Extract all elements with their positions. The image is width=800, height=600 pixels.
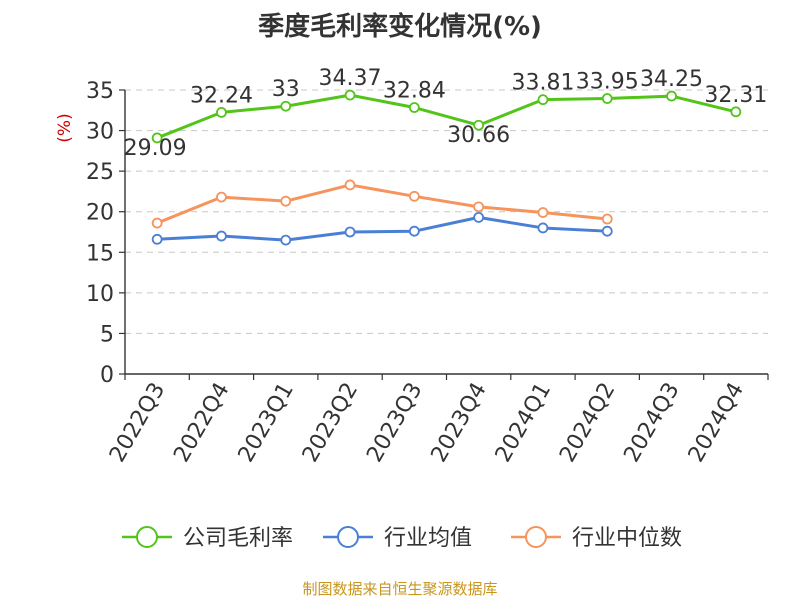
data-label: 30.66: [447, 123, 510, 148]
series-layer: [151, 89, 742, 246]
data-point: [730, 106, 742, 118]
data-label: 34.25: [640, 67, 703, 92]
legend-label: 公司毛利率: [183, 526, 293, 551]
y-tick-label: 0: [100, 363, 114, 388]
data-point: [601, 93, 613, 104]
data-label: 32.24: [190, 83, 253, 108]
data-point: [408, 102, 420, 113]
data-label: 29.09: [124, 136, 187, 161]
legend-label: 行业均值: [384, 526, 472, 551]
x-tick-label: 2023Q1: [234, 379, 299, 467]
x-tick-label: 2023Q2: [298, 379, 363, 467]
data-label: 33: [272, 77, 300, 102]
data-point: [601, 213, 613, 225]
x-tick-label: 2024Q1: [491, 379, 556, 467]
data-point: [216, 106, 227, 118]
y-tick-label: 15: [86, 241, 114, 266]
x-tick-label: 2022Q4: [169, 379, 234, 467]
series-line-3: [156, 183, 608, 225]
data-point: [216, 191, 227, 203]
data-point: [666, 90, 677, 102]
data-point: [408, 190, 420, 202]
y-tick-label: 10: [86, 282, 114, 307]
data-point: [151, 233, 163, 245]
x-tick-label: 2022Q3: [105, 379, 170, 467]
data-point: [280, 100, 292, 112]
y-tick-label: 35: [86, 79, 114, 104]
x-tick-label: 2023Q3: [362, 379, 427, 467]
x-tick-label: 2024Q3: [619, 379, 684, 467]
data-point: [473, 201, 485, 213]
data-label: 33.95: [576, 70, 639, 95]
data-point: [216, 230, 227, 242]
data-point: [344, 179, 356, 191]
grid-layer: [125, 89, 768, 334]
y-tick-label: 30: [86, 120, 114, 145]
data-label: 32.84: [383, 79, 446, 104]
x-tick-label: 2024Q4: [684, 379, 749, 467]
data-point: [601, 225, 613, 237]
data-label: 34.37: [319, 66, 382, 91]
x-tick-label: 2023Q4: [427, 379, 492, 467]
y-tick-label: 25: [86, 160, 114, 185]
chart-title: 季度毛利率变化情况(%): [258, 12, 542, 42]
y-tick-label: 5: [100, 322, 114, 347]
data-point: [408, 225, 420, 237]
data-point: [151, 132, 163, 144]
data-label: 32.31: [704, 83, 767, 108]
legend-label: 行业中位数: [572, 526, 682, 551]
legend-marker: [337, 526, 359, 548]
series-line-2: [157, 215, 608, 242]
data-point: [344, 226, 356, 238]
data-label: 33.81: [511, 71, 574, 96]
data-point: [473, 119, 485, 131]
data-point: [537, 94, 549, 106]
data-point: [280, 195, 292, 207]
y-tick-label: 20: [86, 201, 114, 226]
data-point: [280, 234, 292, 246]
legend-marker: [525, 526, 547, 548]
data-point: [151, 217, 163, 229]
series-line-1: [156, 93, 737, 140]
data-point: [537, 222, 549, 234]
x-tick-label: 2024Q2: [555, 379, 620, 467]
source-note: 制图数据来自恒生聚源数据库: [302, 580, 498, 598]
legend: 公司毛利率 行业均值 行业中位数: [122, 526, 682, 551]
data-point: [473, 211, 485, 223]
data-point: [537, 207, 549, 218]
legend-marker: [136, 526, 158, 548]
y-axis-label: (%): [55, 113, 75, 142]
data-point: [344, 89, 356, 101]
